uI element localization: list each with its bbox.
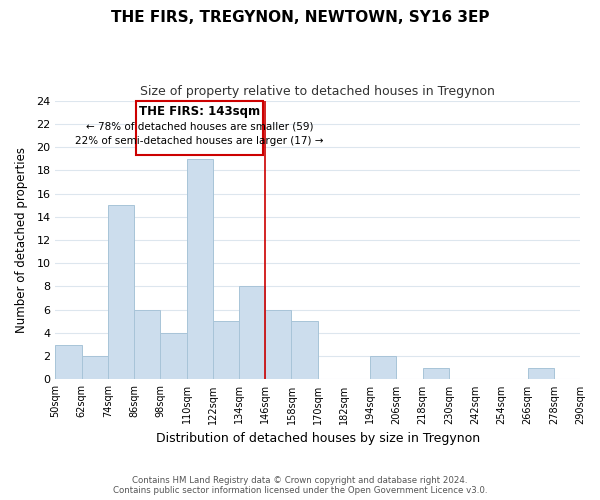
Bar [239, 286, 265, 380]
Bar [422, 368, 449, 380]
Bar [136, 100, 263, 155]
Bar [108, 205, 134, 380]
Title: Size of property relative to detached houses in Tregynon: Size of property relative to detached ho… [140, 85, 495, 98]
Text: ← 78% of detached houses are smaller (59): ← 78% of detached houses are smaller (59… [86, 121, 313, 131]
Text: Contains HM Land Registry data © Crown copyright and database right 2024.
Contai: Contains HM Land Registry data © Crown c… [113, 476, 487, 495]
Bar [160, 333, 187, 380]
Bar [82, 356, 108, 380]
Bar [134, 310, 160, 380]
X-axis label: Distribution of detached houses by size in Tregynon: Distribution of detached houses by size … [155, 432, 480, 445]
Text: THE FIRS: 143sqm: THE FIRS: 143sqm [139, 104, 260, 118]
Bar [187, 158, 213, 380]
Bar [213, 322, 239, 380]
Bar [55, 344, 82, 380]
Bar [527, 368, 554, 380]
Text: 22% of semi-detached houses are larger (17) →: 22% of semi-detached houses are larger (… [76, 136, 324, 146]
Bar [265, 310, 292, 380]
Y-axis label: Number of detached properties: Number of detached properties [15, 147, 28, 333]
Text: THE FIRS, TREGYNON, NEWTOWN, SY16 3EP: THE FIRS, TREGYNON, NEWTOWN, SY16 3EP [111, 10, 489, 25]
Bar [370, 356, 397, 380]
Bar [292, 322, 318, 380]
